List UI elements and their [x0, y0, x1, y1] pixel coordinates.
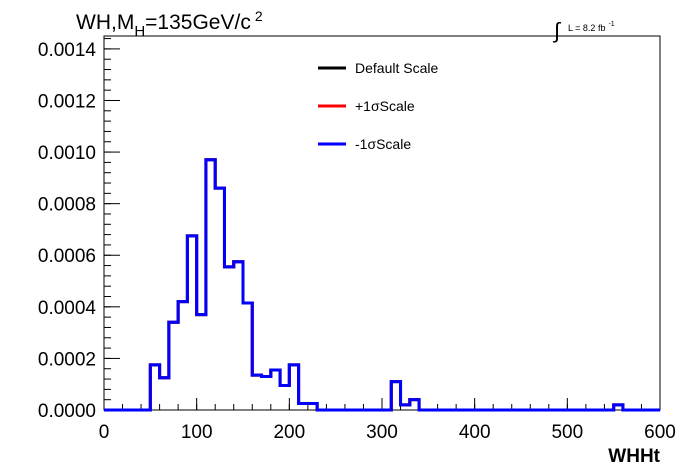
- y-tick-label: 0.0010: [38, 143, 96, 164]
- legend-label-2: -1σScale: [355, 136, 411, 152]
- chart-title: WH,MH=135GeV/c 2: [76, 8, 263, 40]
- lumi-integral-sign: ∫: [552, 18, 562, 43]
- lumi-label: L = 8.2 fb -1: [568, 21, 615, 33]
- lumi-superscript: -1: [608, 21, 614, 28]
- y-tick-label: 0.0004: [38, 298, 97, 319]
- y-axis: 0.0000 0.0002 0.0004 0.0006 0.0008 0.0010 0.00…: [38, 38, 120, 422]
- chart-title-superscript: 2: [255, 8, 263, 24]
- lumi-text: L = 8.2 fb: [568, 23, 605, 33]
- x-tick-label: 400: [459, 422, 491, 443]
- y-tick-label: 0.0006: [38, 246, 96, 267]
- y-tick-label: 0.0014: [38, 40, 97, 61]
- x-axis: 0 100 200 300 400 500 600: [99, 398, 676, 443]
- x-tick-label: 0: [99, 422, 110, 443]
- chart-title-subscript: H: [134, 23, 145, 40]
- y-tick-label: 0.0008: [38, 195, 96, 216]
- legend-label-0: Default Scale: [355, 60, 438, 76]
- histogram-series-2: [104, 158, 660, 412]
- y-tick-label: 0.0012: [38, 91, 96, 112]
- x-tick-label: 300: [366, 422, 398, 443]
- legend-label-1: +1σScale: [355, 98, 415, 114]
- series-layer: [104, 158, 660, 412]
- y-tick-label: 0.0002: [38, 349, 96, 370]
- x-axis-label: WHHt: [608, 446, 660, 467]
- y-tick-label: 0.0000: [38, 401, 96, 422]
- legend: Default Scale +1σScale -1σScale: [318, 60, 438, 152]
- x-tick-label: 600: [644, 422, 676, 443]
- x-tick-label: 200: [273, 422, 305, 443]
- chart-title-main: WH,M: [76, 11, 134, 34]
- x-tick-label: 100: [181, 422, 213, 443]
- x-tick-label: 500: [551, 422, 583, 443]
- chart-title-rest: =135GeV/c: [145, 11, 251, 34]
